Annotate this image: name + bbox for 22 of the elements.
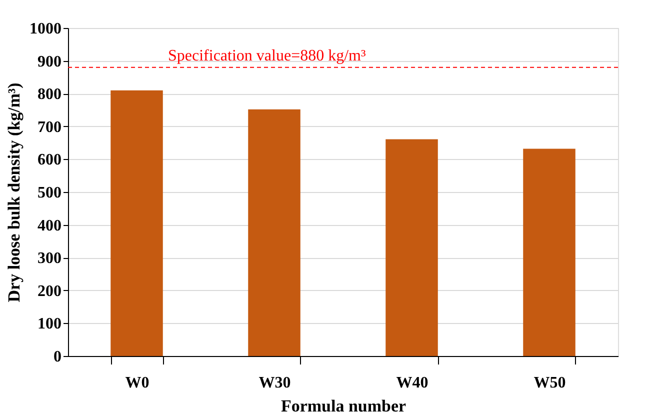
x-tick-label: W50 (534, 374, 566, 392)
bar (110, 90, 163, 356)
y-tick-label: 200 (38, 282, 62, 300)
y-tick-label: 600 (38, 152, 62, 169)
y-axis-title: Dry loose bulk density (kg/m³) (4, 82, 24, 302)
y-tick-label: 900 (38, 53, 62, 70)
bar (386, 139, 438, 356)
y-tick-label: 700 (38, 118, 62, 136)
y-tick-label: 800 (38, 86, 62, 104)
x-axis-title: Formula number (280, 396, 407, 416)
y-tick-label: 0 (54, 348, 62, 366)
y-tick-label: 1000 (30, 20, 62, 38)
x-tick-label: W0 (125, 374, 150, 392)
y-tick-label: 300 (38, 250, 62, 268)
x-tick-label: W40 (396, 374, 428, 392)
x-tick-label: W30 (258, 374, 291, 392)
y-tick-label: 500 (38, 184, 62, 202)
bar (248, 109, 300, 356)
ref-line-label: Specification value=880 kg/m³ (168, 47, 366, 64)
y-tick-label: 100 (38, 316, 62, 333)
y-tick-label: 400 (38, 217, 62, 234)
bar (523, 148, 576, 356)
